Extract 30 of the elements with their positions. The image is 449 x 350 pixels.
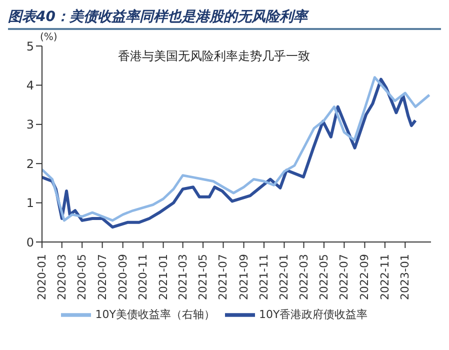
- y-tick-label: 5: [26, 39, 34, 54]
- x-tick-label: 2021-07: [216, 254, 230, 300]
- y-axis-title: (%): [40, 32, 58, 43]
- chart-subtitle: 香港与美国无风险利率走势几乎一致: [118, 48, 310, 65]
- x-tick-label: 2022-11: [378, 254, 392, 300]
- y-tick-label: 3: [26, 118, 34, 132]
- x-tick-label: 2020-09: [116, 254, 130, 300]
- x-tick-label: 2021-05: [196, 254, 210, 300]
- y-tick-label: 2: [26, 156, 34, 171]
- x-tick-label: 2022-01: [278, 254, 291, 300]
- x-tick-label: 2020-05: [76, 254, 89, 300]
- legend-label: 10Y美债收益率（右轴）: [95, 308, 215, 322]
- x-tick-label: 2021-03: [176, 254, 190, 300]
- x-tick-label: 2022-05: [317, 254, 330, 300]
- chart-title: 图表40：美债收益率同样也是港股的无风险利率: [8, 8, 441, 30]
- x-tick-label: 2022-07: [338, 254, 351, 300]
- y-tick-label: 4: [26, 78, 34, 92]
- x-tick-label: 2021-01: [156, 254, 170, 300]
- x-tick-label: 2020-03: [55, 254, 68, 300]
- legend-label: 10Y香港政府债收益率: [259, 308, 368, 322]
- x-tick-label: 2021-11: [258, 254, 270, 300]
- x-tick-label: 2023-01: [398, 254, 412, 300]
- x-tick-label: 2020-11: [136, 254, 150, 300]
- x-tick-label: 2022-03: [297, 254, 310, 300]
- y-tick-label: 1: [26, 196, 34, 210]
- x-tick-label: 2022-09: [358, 254, 372, 300]
- x-tick-label: 2020-01: [36, 254, 48, 300]
- x-tick-label: 2021-09: [237, 254, 250, 300]
- y-tick-label: 0: [26, 235, 34, 250]
- x-tick-label: 2020-07: [96, 254, 109, 300]
